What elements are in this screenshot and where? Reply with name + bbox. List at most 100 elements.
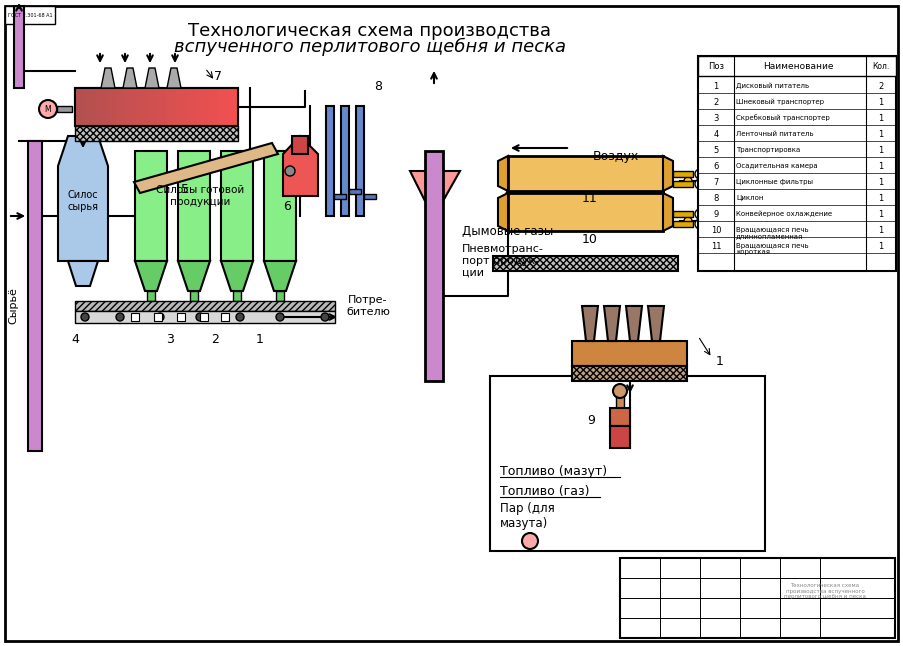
Text: Топливо (мазут): Топливо (мазут) xyxy=(499,464,607,477)
Bar xyxy=(57,106,72,112)
Polygon shape xyxy=(101,68,115,88)
Bar xyxy=(507,193,662,231)
Text: 1: 1 xyxy=(256,333,264,346)
Polygon shape xyxy=(625,306,641,341)
Text: Вращающаяся печь: Вращающаяся печь xyxy=(735,243,807,249)
Circle shape xyxy=(684,217,691,225)
Text: 1: 1 xyxy=(878,162,882,171)
Circle shape xyxy=(156,313,163,321)
Text: 9: 9 xyxy=(586,415,594,428)
Text: 1: 1 xyxy=(712,81,718,90)
Bar xyxy=(147,291,154,301)
Bar xyxy=(672,171,693,177)
Text: 4: 4 xyxy=(71,333,79,346)
Text: 7: 7 xyxy=(712,178,718,187)
Bar xyxy=(672,181,693,187)
Text: Потре-
бителю: Потре- бителю xyxy=(346,295,389,317)
Text: 3: 3 xyxy=(712,114,718,123)
Bar xyxy=(608,306,615,341)
Polygon shape xyxy=(498,156,507,191)
Text: 1: 1 xyxy=(878,114,882,123)
Bar xyxy=(326,106,333,216)
Text: 6: 6 xyxy=(712,162,718,171)
Bar xyxy=(126,88,136,126)
Text: 1: 1 xyxy=(878,194,882,202)
Bar xyxy=(75,88,85,126)
Text: 4: 4 xyxy=(712,129,718,138)
Polygon shape xyxy=(582,306,598,341)
Bar xyxy=(356,106,364,216)
Text: 1: 1 xyxy=(878,209,882,218)
Bar xyxy=(507,156,662,191)
Bar xyxy=(177,88,187,126)
Text: Конвейерное охлаждение: Конвейерное охлаждение xyxy=(735,211,831,217)
Text: Сырьё: Сырьё xyxy=(8,287,18,324)
Bar xyxy=(572,341,686,366)
Text: короткая: короткая xyxy=(735,249,769,255)
Bar xyxy=(492,256,677,271)
Circle shape xyxy=(694,219,704,229)
Bar xyxy=(220,313,228,321)
Bar xyxy=(131,313,139,321)
Bar xyxy=(364,196,376,201)
Bar xyxy=(85,88,96,126)
Text: Технологическая схема производства: Технологическая схема производства xyxy=(189,22,551,40)
Circle shape xyxy=(694,209,704,219)
Bar xyxy=(264,151,295,261)
Text: 11: 11 xyxy=(710,242,721,251)
Circle shape xyxy=(694,179,704,189)
Text: 1: 1 xyxy=(878,178,882,187)
Circle shape xyxy=(196,313,204,321)
Polygon shape xyxy=(498,193,507,231)
Text: 11: 11 xyxy=(582,191,597,205)
Text: Силос
сырья: Силос сырья xyxy=(68,190,98,212)
Polygon shape xyxy=(134,143,278,193)
Text: Кол.: Кол. xyxy=(871,61,889,70)
Text: длиннопламенная: длиннопламенная xyxy=(735,233,803,239)
Polygon shape xyxy=(603,306,619,341)
Text: Циклонные фильтры: Циклонные фильтры xyxy=(735,179,812,185)
Text: Ленточный питатель: Ленточный питатель xyxy=(735,131,813,137)
Bar xyxy=(156,88,167,126)
Text: вспученного перлитового щебня и песка: вспученного перлитового щебня и песка xyxy=(173,38,565,56)
Circle shape xyxy=(39,100,57,118)
Polygon shape xyxy=(662,156,672,191)
Bar xyxy=(275,291,284,301)
Bar xyxy=(96,88,106,126)
Text: 1: 1 xyxy=(878,98,882,107)
Polygon shape xyxy=(178,261,209,291)
Bar xyxy=(187,88,197,126)
Bar xyxy=(75,301,335,311)
Text: ГОСТ 2.301-68 А1: ГОСТ 2.301-68 А1 xyxy=(8,12,52,17)
Bar xyxy=(333,192,346,197)
Text: Осадительная камера: Осадительная камера xyxy=(735,163,816,169)
Circle shape xyxy=(116,313,124,321)
Text: 1: 1 xyxy=(878,242,882,251)
Text: 1: 1 xyxy=(878,225,882,234)
Text: Вращающаяся печь: Вращающаяся печь xyxy=(735,227,807,233)
Text: 1: 1 xyxy=(715,355,723,368)
Text: Транспортировка: Транспортировка xyxy=(735,147,799,153)
Text: 2: 2 xyxy=(210,333,219,346)
Bar xyxy=(340,106,349,216)
Text: Пневмотранс-
порт продук-
ции: Пневмотранс- порт продук- ции xyxy=(461,244,544,278)
Bar xyxy=(200,313,208,321)
Bar xyxy=(75,126,237,141)
Bar xyxy=(610,408,629,426)
Bar xyxy=(177,313,185,321)
Bar xyxy=(697,56,895,271)
Bar xyxy=(585,306,593,341)
Text: Топливо (газ): Топливо (газ) xyxy=(499,484,589,497)
Text: Пар (для
мазута): Пар (для мазута) xyxy=(499,502,554,530)
Bar xyxy=(228,88,237,126)
Bar xyxy=(349,193,360,198)
Text: Скребковый транспортер: Скребковый транспортер xyxy=(735,114,829,121)
Circle shape xyxy=(321,313,329,321)
Bar xyxy=(572,366,686,381)
Bar xyxy=(619,558,894,638)
Bar xyxy=(697,56,895,76)
Text: 7: 7 xyxy=(214,70,222,83)
Circle shape xyxy=(684,177,691,185)
Bar xyxy=(220,151,253,261)
Bar xyxy=(5,6,55,24)
